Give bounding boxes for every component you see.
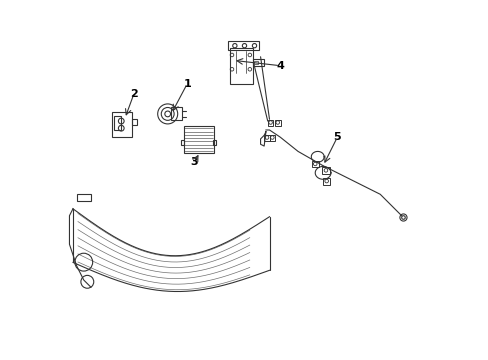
Bar — [254, 61, 257, 64]
Bar — [114, 116, 121, 130]
Bar — [264, 135, 269, 141]
Bar — [230, 48, 253, 84]
Bar — [181, 140, 183, 145]
Bar — [322, 167, 329, 174]
Bar — [228, 41, 258, 50]
Text: 1: 1 — [183, 78, 191, 89]
Bar — [183, 126, 214, 153]
Bar — [77, 194, 91, 202]
Bar — [171, 107, 182, 120]
Bar — [267, 120, 273, 126]
Text: 4: 4 — [276, 61, 284, 71]
Bar — [269, 135, 275, 141]
Text: 3: 3 — [190, 157, 198, 167]
Bar — [253, 59, 264, 66]
Bar — [213, 140, 216, 145]
Bar — [132, 119, 137, 125]
Bar — [323, 178, 329, 185]
Bar — [112, 112, 132, 137]
Bar — [274, 120, 280, 126]
Text: 5: 5 — [333, 132, 341, 142]
Bar — [311, 161, 318, 167]
Text: 2: 2 — [130, 89, 137, 99]
